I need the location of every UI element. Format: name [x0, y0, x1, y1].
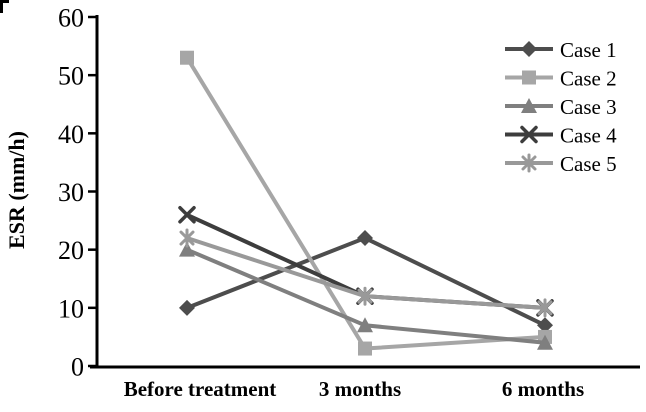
- x-category-label-6-months: 6 months: [502, 377, 584, 401]
- data-point-case-3-before-treatment: [179, 241, 195, 257]
- y-tick-label-10: 10: [58, 294, 84, 323]
- y-tick-label-60: 60: [58, 4, 84, 33]
- legend-label-case-5: Case 5: [560, 152, 617, 176]
- data-point-case-1-6-months: [537, 317, 553, 334]
- data-point-case-1-3-months: [357, 230, 373, 247]
- legend-marker-case-3: [521, 98, 537, 113]
- data-point-case-4-before-treatment: [178, 206, 196, 224]
- legend-marker-case-4: [520, 125, 538, 144]
- data-point-case-1-before-treatment: [179, 299, 195, 316]
- data-point-case-5-6-months: [537, 298, 553, 318]
- y-axis-title: ESR (mm/h): [4, 131, 29, 249]
- y-tick-label-30: 30: [58, 178, 84, 207]
- legend-marker-case-2: [522, 70, 536, 85]
- data-point-case-3-6-months: [537, 334, 553, 350]
- legend-label-case-1: Case 1: [560, 38, 617, 62]
- legend-label-case-4: Case 4: [560, 124, 617, 148]
- legend-label-case-3: Case 3: [560, 95, 617, 119]
- data-point-case-2-before-treatment: [180, 50, 194, 65]
- data-point-case-5-before-treatment: [179, 228, 195, 248]
- data-point-case-3-3-months: [357, 317, 373, 333]
- y-tick-label-0: 0: [71, 353, 84, 382]
- legend-marker-case-5: [521, 153, 537, 173]
- legend-label-case-2: Case 2: [560, 67, 617, 91]
- data-point-case-2-3-months: [358, 341, 372, 356]
- legend-marker-case-1: [521, 41, 537, 57]
- y-tick-label-50: 50: [58, 62, 84, 91]
- data-point-case-5-3-months: [357, 286, 373, 306]
- x-category-label-before-treatment: Before treatment: [124, 377, 277, 401]
- x-category-label-3-months: 3 months: [319, 377, 401, 401]
- series-line-case-1: [186, 235, 546, 328]
- y-tick-label-20: 20: [58, 236, 84, 265]
- y-tick-label-40: 40: [58, 120, 84, 149]
